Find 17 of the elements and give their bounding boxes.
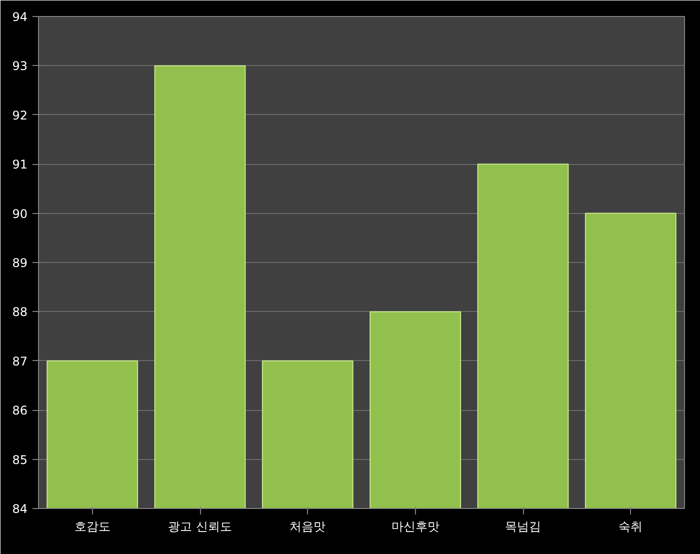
y-tick-label: 87 — [12, 354, 28, 368]
y-tick-label: 94 — [12, 10, 28, 24]
x-tick-label: 목넘김 — [505, 520, 541, 534]
y-tick-label: 91 — [12, 158, 28, 172]
x-tick-label: 숙취 — [618, 520, 643, 534]
y-tick-label: 89 — [12, 256, 28, 270]
y-tick-label: 85 — [12, 452, 28, 467]
x-tick-label: 처음맛 — [290, 520, 326, 534]
y-tick-label: 84 — [12, 502, 28, 516]
y-tick-label: 86 — [12, 404, 28, 418]
y-tick-label: 88 — [12, 305, 28, 320]
y-tick-label: 90 — [12, 206, 28, 221]
x-tick-label: 호감도 — [74, 520, 110, 534]
x-tick-label: 광고 신뢰도 — [168, 520, 232, 534]
y-tick-label: 92 — [12, 108, 28, 122]
x-tick-label: 마신후맛 — [391, 520, 440, 534]
y-tick-label: 93 — [12, 59, 28, 74]
